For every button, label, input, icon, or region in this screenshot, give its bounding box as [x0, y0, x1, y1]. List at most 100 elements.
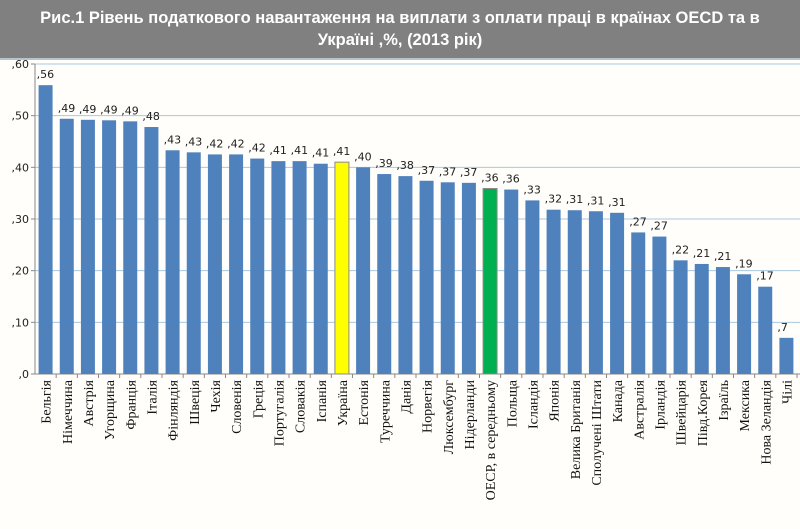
bar — [631, 232, 646, 374]
category-label: Австрія — [82, 379, 97, 426]
data-label: ,37 — [439, 165, 457, 178]
category-label: Півд.Корея — [696, 379, 711, 446]
data-label: ,37 — [460, 166, 478, 179]
data-label: ,31 — [566, 193, 584, 206]
data-label: ,41 — [333, 145, 351, 158]
bar — [356, 167, 371, 374]
data-label: ,37 — [418, 164, 436, 177]
bar — [673, 260, 688, 374]
data-label: ,32 — [545, 193, 563, 206]
bar — [59, 118, 74, 375]
category-label: Італія — [145, 379, 160, 414]
data-label: ,31 — [587, 194, 605, 207]
category-label: Греція — [251, 379, 266, 418]
bar — [652, 236, 667, 374]
bar — [715, 267, 730, 374]
bar — [334, 161, 350, 375]
category-label: Норвегія — [421, 379, 436, 432]
category-label: Бельгія — [40, 379, 55, 423]
category-label: ОЕСР, в середньому — [484, 380, 499, 500]
category-label: Данія — [399, 379, 414, 413]
y-tick-label: ,40 — [12, 161, 30, 174]
category-label: Німеччина — [61, 379, 76, 444]
category-label: Словакія — [294, 379, 309, 433]
category-label: Ісландія — [526, 379, 541, 429]
category-label: Іспанія — [315, 379, 330, 422]
category-label: Велика Британія — [569, 379, 584, 479]
bar — [567, 210, 582, 374]
category-label: Мексика — [738, 379, 753, 431]
category-label: Нова Зеландія — [759, 379, 774, 464]
data-label: ,7 — [777, 321, 788, 334]
y-tick-label: ,10 — [12, 316, 30, 329]
category-label: Канада — [611, 379, 626, 422]
category-label: Сполучені Штати — [590, 380, 605, 486]
data-label: ,19 — [735, 257, 753, 270]
data-label: ,27 — [629, 215, 647, 228]
bar — [588, 211, 603, 374]
category-label: Нідерланди — [463, 380, 478, 450]
bar — [38, 85, 53, 374]
bar — [779, 337, 794, 374]
y-tick-label: ,20 — [12, 265, 30, 278]
data-label: ,21 — [714, 250, 732, 263]
data-label: ,42 — [227, 137, 245, 150]
bar — [694, 263, 709, 374]
category-label: Чілі — [780, 380, 795, 404]
data-label: ,22 — [672, 243, 690, 256]
y-tick-label: ,60 — [12, 58, 30, 71]
data-label: ,40 — [354, 150, 372, 163]
bar — [440, 182, 455, 374]
bar — [482, 188, 498, 375]
category-label: Словенія — [230, 379, 245, 433]
data-label: ,39 — [375, 157, 393, 170]
category-label: Фінляндія — [167, 379, 182, 440]
category-label: Франція — [124, 379, 139, 429]
category-label: Україна — [336, 379, 351, 426]
data-label: ,56 — [37, 68, 55, 81]
category-label: Австралія — [632, 379, 647, 439]
chart-title: Рис.1 Рівень податкового навантаження на… — [40, 9, 760, 49]
category-label: Люксембург — [442, 380, 457, 454]
data-label: ,36 — [481, 172, 499, 185]
bar — [610, 212, 625, 374]
bar — [271, 161, 286, 374]
bar — [250, 158, 265, 374]
data-label: ,41 — [291, 144, 309, 157]
data-label: ,38 — [396, 159, 414, 172]
data-label: ,42 — [248, 142, 266, 155]
bar — [461, 182, 476, 374]
data-label: ,43 — [185, 135, 203, 148]
bar — [229, 154, 244, 374]
y-tick-label: ,50 — [12, 110, 30, 123]
bar — [292, 161, 307, 374]
bar — [737, 274, 752, 374]
category-label: Чехія — [209, 379, 224, 412]
data-label: ,17 — [756, 270, 774, 283]
category-label: Швеція — [188, 379, 203, 424]
category-label: Угорщина — [103, 379, 118, 440]
category-label: Ізраїль — [717, 380, 732, 421]
data-label: ,21 — [693, 247, 711, 260]
y-tick-label: ,0 — [19, 368, 30, 381]
category-label: Туреччина — [378, 379, 393, 443]
bar — [123, 121, 138, 374]
category-label: Естонія — [357, 379, 372, 425]
data-label: ,49 — [79, 103, 97, 116]
bar — [504, 189, 519, 374]
category-label: Швейцарія — [675, 379, 690, 445]
category-label: Португалія — [272, 379, 287, 446]
data-label: ,33 — [523, 183, 541, 196]
bar — [102, 120, 117, 374]
data-label: ,49 — [100, 103, 118, 116]
bar — [207, 154, 222, 374]
data-label: ,49 — [58, 102, 76, 115]
data-label: ,41 — [269, 144, 287, 157]
chart-title-bar: Рис.1 Рівень податкового навантаження на… — [0, 0, 800, 60]
bar — [165, 150, 180, 374]
data-label: ,48 — [142, 110, 160, 123]
y-tick-label: ,30 — [12, 213, 30, 226]
data-label: ,31 — [608, 196, 626, 209]
